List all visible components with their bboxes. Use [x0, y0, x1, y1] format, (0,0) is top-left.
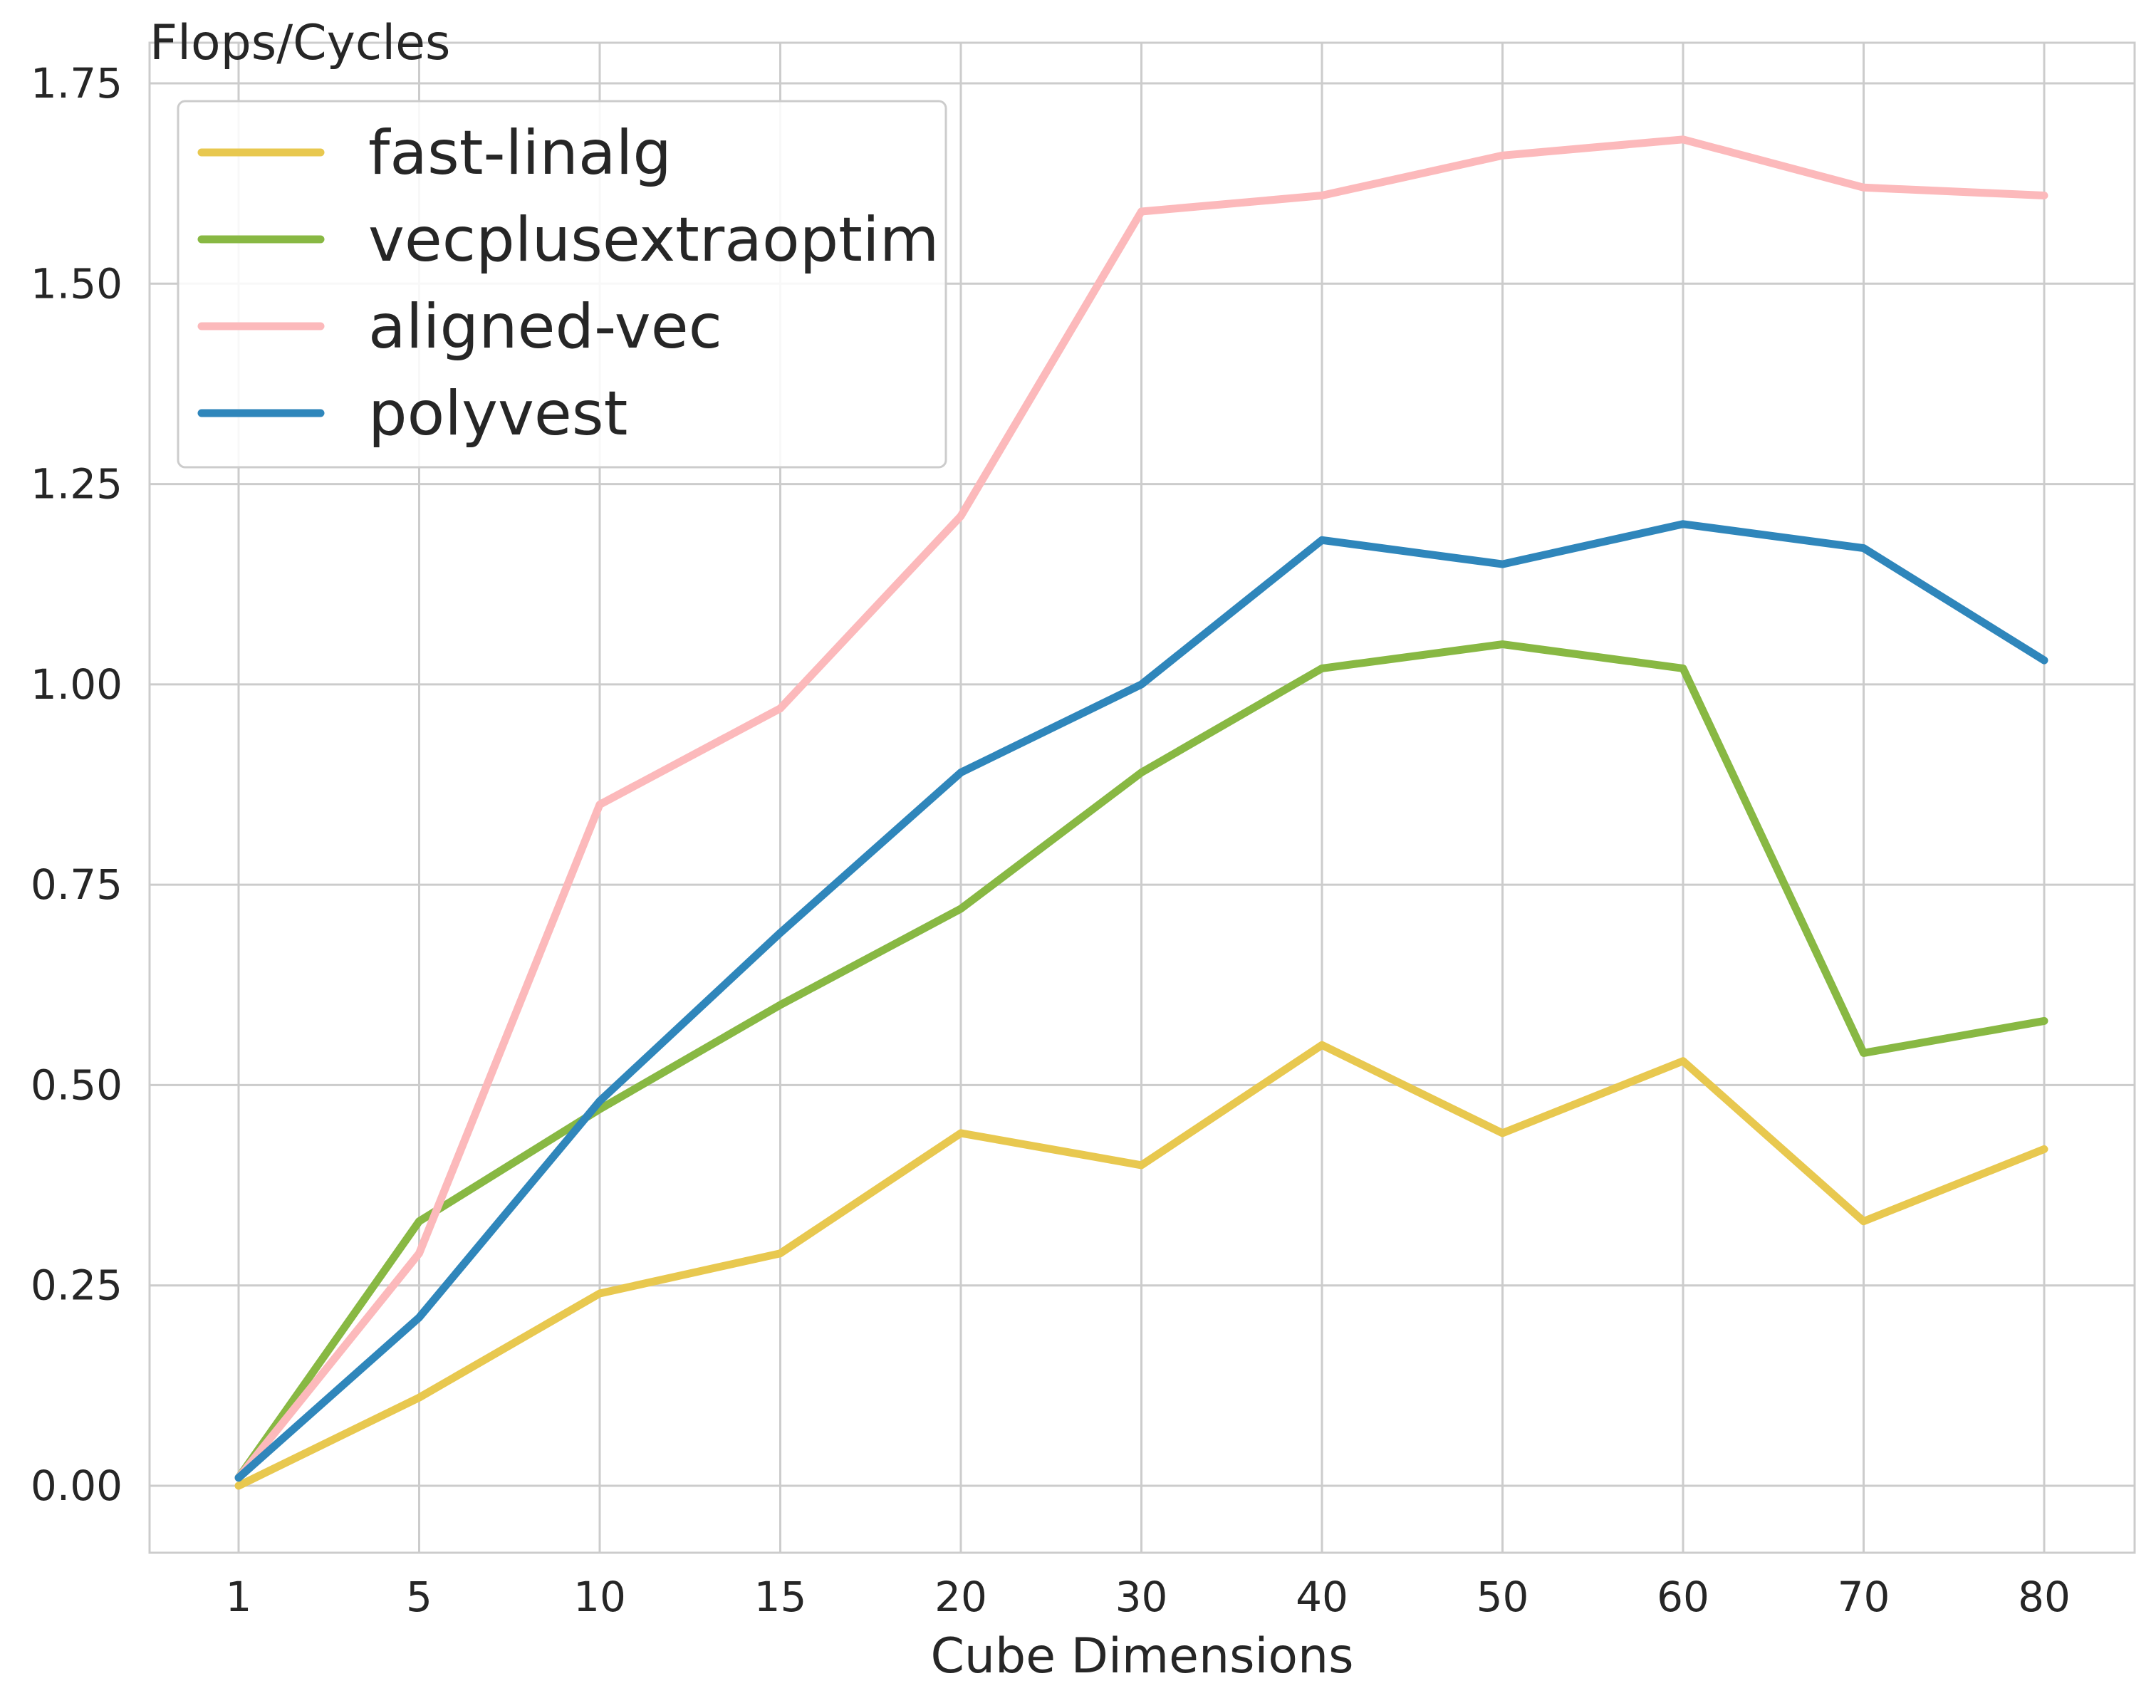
series-line-aligned-vec	[234, 135, 2048, 1482]
x-tick-label: 5	[406, 1573, 432, 1621]
x-tick-label: 15	[754, 1573, 807, 1621]
legend-label: polyvest	[368, 378, 627, 449]
y-tick-label: 0.75	[31, 860, 123, 909]
y-tick-label: 0.25	[31, 1261, 123, 1310]
x-tick-label: 40	[1296, 1573, 1348, 1621]
x-tick-label: 50	[1477, 1573, 1529, 1621]
legend-label: aligned-vec	[368, 291, 722, 363]
y-axis-label: Flops/Cycles	[150, 15, 450, 71]
legend-box	[177, 100, 947, 469]
y-tick-label: 1.75	[31, 59, 123, 108]
series-lines	[234, 135, 2048, 1490]
series-line-fast-linalg	[234, 1041, 2048, 1490]
legend-label: vecplusextraoptim	[368, 204, 939, 276]
x-tick-label: 70	[1838, 1573, 1890, 1621]
x-tick-label: 1	[226, 1573, 252, 1621]
y-tick-label: 1.00	[31, 660, 123, 709]
y-tick-label: 1.50	[31, 259, 123, 308]
x-axis-label: Cube Dimensions	[930, 1628, 1353, 1684]
x-axis-ticks: 1 5 10 15 20 30 40 50 60 70 80	[226, 1573, 2071, 1621]
y-tick-label: 0.50	[31, 1061, 123, 1109]
series-line-vecplusextraoptim	[234, 640, 2048, 1482]
y-axis-ticks: 0.00 0.25 0.50 0.75 1.00 1.25 1.50 1.75	[31, 59, 123, 1510]
x-tick-label: 60	[1657, 1573, 1709, 1621]
x-tick-label: 20	[934, 1573, 987, 1621]
x-tick-label: 10	[573, 1573, 626, 1621]
x-tick-label: 30	[1115, 1573, 1168, 1621]
y-tick-label: 0.00	[31, 1462, 123, 1510]
legend-label: fast-linalg	[368, 118, 672, 189]
plot-frame	[148, 41, 2136, 1554]
x-tick-label: 80	[2018, 1573, 2071, 1621]
y-tick-label: 1.25	[31, 460, 123, 509]
legend: fast-linalg vecplusextraoptim aligned-vec p…	[177, 100, 947, 469]
series-line-polyvest	[234, 520, 2048, 1482]
